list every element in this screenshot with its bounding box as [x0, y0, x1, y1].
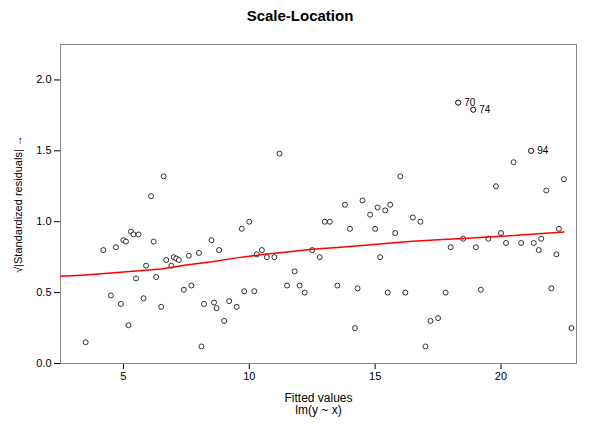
svg-text:5: 5	[120, 370, 126, 382]
svg-text:20: 20	[495, 370, 507, 382]
svg-text:√|Standardized residuals| →: √|Standardized residuals| →	[12, 135, 24, 273]
svg-text:Fitted valueslm(y ~ x): Fitted valueslm(y ~ x)	[284, 391, 352, 417]
svg-text:70: 70	[464, 97, 476, 108]
html-text:Scale-Location: Scale-Location	[246, 7, 354, 24]
svg-text:10: 10	[243, 370, 255, 382]
svg-text:2.0: 2.0	[36, 73, 51, 85]
svg-text:1.5: 1.5	[36, 144, 51, 156]
svg-text:15: 15	[369, 370, 381, 382]
svg-text:1.0: 1.0	[36, 215, 51, 227]
svg-text:74: 74	[479, 104, 491, 115]
svg-text:0.5: 0.5	[36, 286, 51, 298]
svg-text:0.0: 0.0	[36, 357, 51, 369]
svg-text:94: 94	[537, 145, 549, 156]
